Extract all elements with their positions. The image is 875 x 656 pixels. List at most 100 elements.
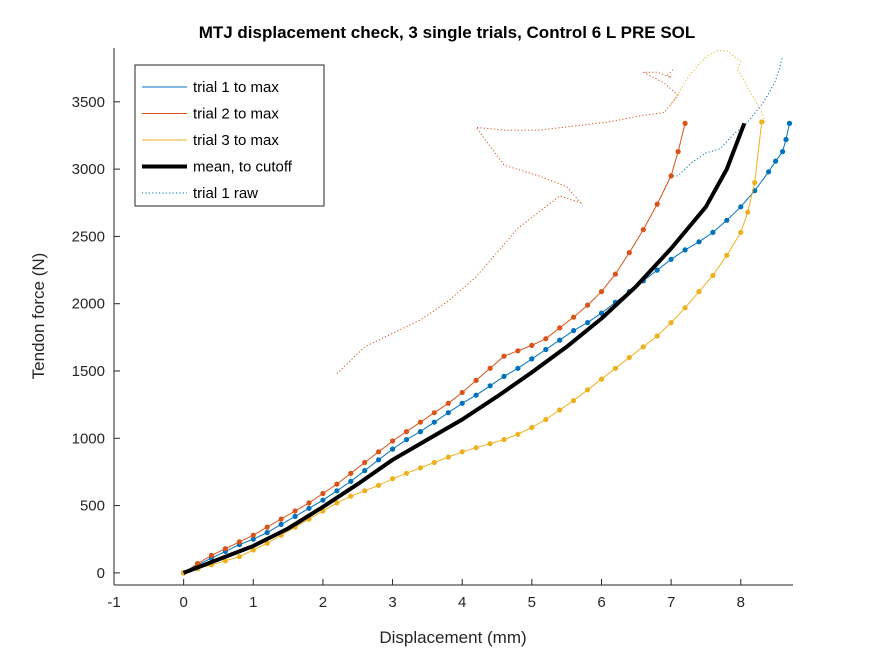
y-tick-label: 3500: [72, 94, 105, 111]
x-tick-label: 2: [319, 594, 327, 611]
data-point: [501, 373, 507, 379]
data-point: [278, 521, 284, 528]
data-point: [571, 328, 577, 334]
data-point: [208, 552, 215, 559]
x-tick-label: 4: [458, 594, 466, 611]
data-point: [487, 365, 493, 371]
legend-label: mean, to cutoff: [193, 159, 293, 176]
data-point: [264, 529, 270, 536]
data-point: [403, 437, 410, 443]
data-point: [710, 229, 716, 235]
series-line: [183, 121, 763, 574]
data-point: [459, 449, 465, 455]
data-point: [501, 437, 507, 443]
data-point: [292, 513, 298, 520]
data-point: [417, 429, 423, 435]
data-point: [431, 459, 437, 466]
x-tick-label: 5: [528, 594, 536, 611]
data-point: [264, 524, 270, 530]
data-point: [682, 305, 688, 311]
data-point: [417, 419, 423, 425]
data-point: [783, 136, 789, 143]
y-tick-label: 1000: [72, 430, 105, 447]
data-point: [362, 488, 368, 494]
data-point: [515, 431, 521, 437]
data-point: [417, 465, 423, 471]
data-point: [515, 348, 521, 354]
data-point: [320, 497, 326, 503]
data-point: [487, 383, 493, 389]
data-point: [250, 547, 256, 553]
data-point: [236, 539, 242, 545]
legend-label: trial 2 to max: [193, 106, 279, 123]
y-tick-label: 1500: [72, 363, 105, 380]
data-point: [403, 470, 410, 476]
data-point: [334, 500, 340, 506]
y-tick-label: 3000: [72, 161, 105, 178]
data-point: [222, 546, 228, 552]
data-point: [473, 392, 479, 398]
data-point: [682, 120, 688, 126]
data-point: [682, 247, 688, 253]
data-point: [529, 424, 535, 431]
series-trial2-solid-markers: [181, 120, 688, 576]
data-point: [264, 540, 270, 546]
x-tick-label: 3: [388, 594, 396, 611]
data-point: [501, 353, 507, 359]
x-tick-label: -1: [107, 594, 120, 611]
data-point: [390, 438, 396, 444]
data-point: [738, 204, 744, 210]
data-point: [529, 342, 535, 348]
data-point: [598, 376, 605, 382]
data-point: [348, 470, 354, 476]
data-point: [543, 336, 549, 342]
data-point: [571, 398, 577, 404]
data-point: [320, 490, 326, 497]
x-tick-label: 8: [737, 594, 745, 611]
data-point: [431, 410, 437, 416]
data-point: [376, 457, 382, 463]
data-point: [668, 256, 674, 262]
data-point: [668, 320, 674, 326]
data-point: [334, 488, 340, 494]
data-point: [766, 169, 772, 175]
data-point: [626, 250, 632, 256]
data-point: [445, 400, 451, 406]
data-point: [557, 325, 563, 331]
x-tick-label: 0: [179, 594, 187, 611]
data-point: [710, 272, 716, 279]
data-point: [696, 239, 702, 245]
data-point: [571, 314, 577, 320]
x-tick-label: 7: [667, 594, 675, 611]
data-point: [752, 180, 758, 186]
data-point: [585, 320, 591, 326]
data-point: [431, 419, 437, 425]
data-point: [445, 410, 451, 416]
data-point: [376, 449, 382, 455]
data-point: [292, 508, 298, 514]
data-point: [278, 516, 284, 522]
data-point: [250, 536, 256, 542]
data-point: [459, 389, 465, 396]
chart-title: MTJ displacement check, 3 single trials,…: [199, 23, 696, 42]
y-tick-label: 500: [80, 498, 105, 515]
data-point: [529, 356, 535, 362]
y-tick-label: 2500: [72, 228, 105, 245]
data-point: [334, 481, 340, 487]
data-point: [786, 120, 793, 126]
data-point: [654, 267, 660, 273]
y-ticks: 0 500 1000 1500 2000 2500 3000 3500: [72, 94, 120, 582]
data-point: [362, 459, 368, 466]
data-point: [543, 416, 549, 423]
data-point: [445, 454, 451, 460]
legend-label: trial 1 to max: [193, 79, 279, 96]
data-point: [473, 377, 479, 383]
data-point: [236, 554, 242, 560]
x-tick-label: 1: [249, 594, 257, 611]
data-point: [515, 365, 521, 371]
data-point: [724, 252, 730, 258]
data-point: [612, 271, 619, 277]
data-point: [598, 289, 605, 295]
series-line: [182, 122, 747, 575]
